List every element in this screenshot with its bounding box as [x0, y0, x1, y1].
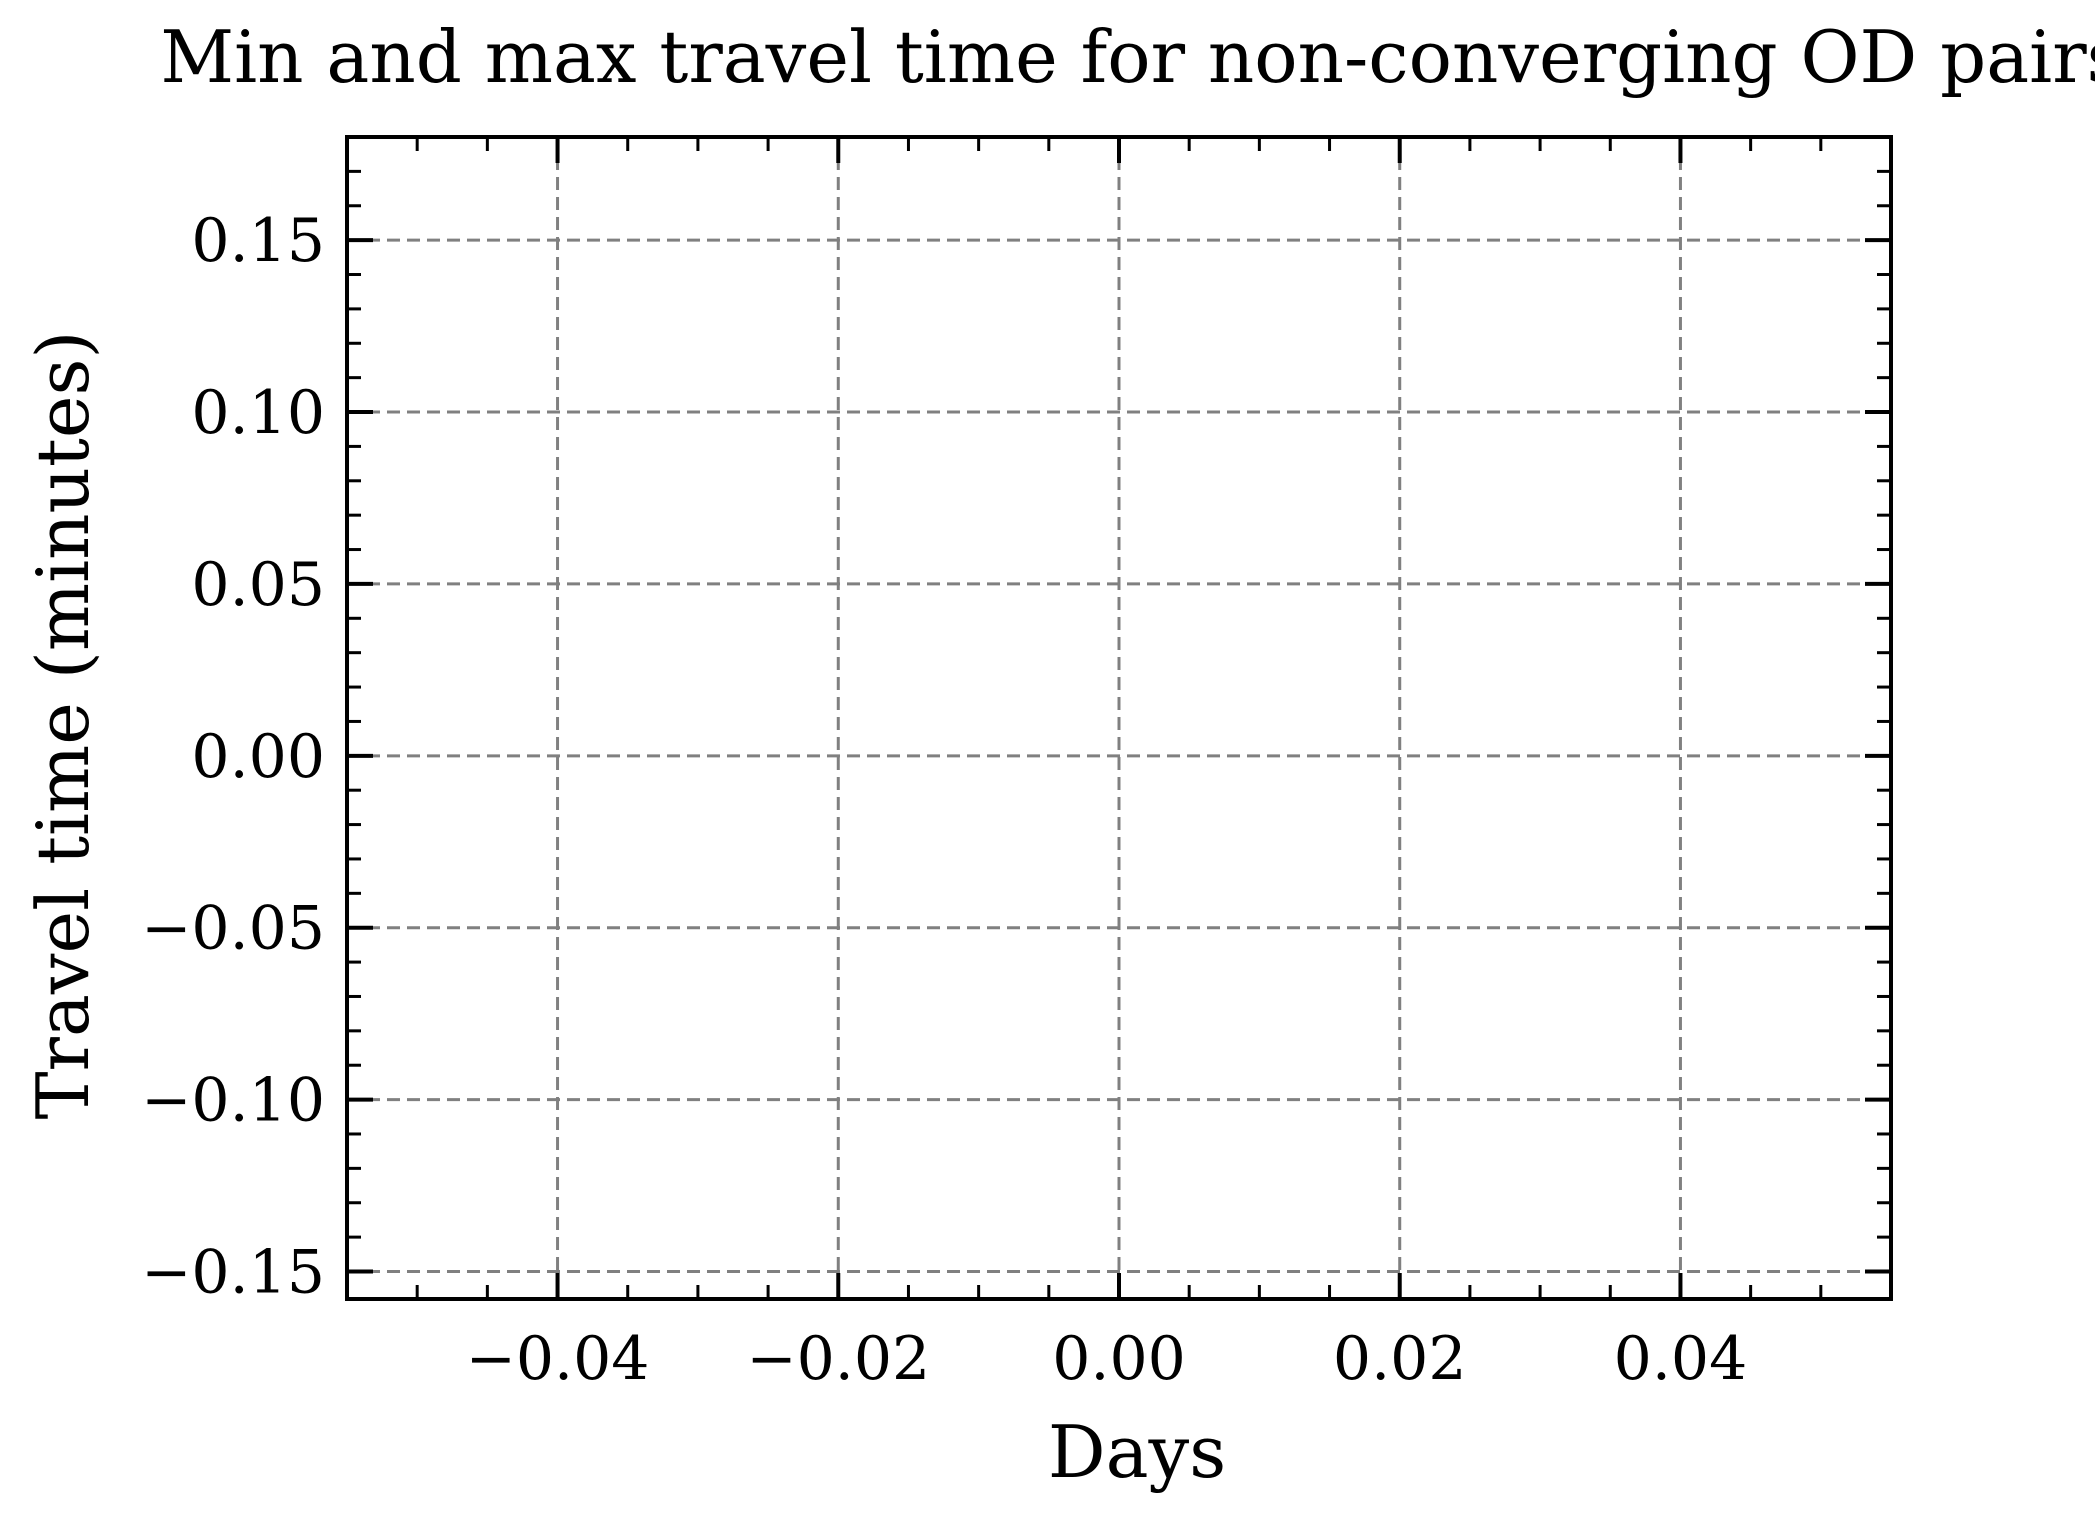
x-tick-label: −0.04 [466, 1324, 650, 1394]
x-tick-label: −0.02 [746, 1324, 930, 1394]
y-tick-label: 0.05 [191, 550, 325, 620]
grid [347, 137, 1891, 1299]
y-tick-label: 0.15 [191, 206, 325, 276]
x-axis-label: Days [1048, 1410, 1226, 1494]
plot-frame [345, 135, 1893, 1301]
y-tick-label: −0.15 [141, 1237, 325, 1307]
y-tick-label: 0.10 [191, 378, 325, 448]
x-tick-label: 0.04 [1614, 1324, 1748, 1394]
y-tick-label: −0.10 [141, 1066, 325, 1136]
tick-labels: −0.04 −0.02 0.00 0.02 0.04 −0.15 −0.10 −0.05 0.0… [141, 206, 1747, 1394]
y-tick-label: 0.00 [191, 722, 325, 792]
y-axis-label: Travel time (minutes) [21, 330, 105, 1119]
y-tick-label: −0.05 [141, 894, 325, 964]
x-tick-label: 0.02 [1333, 1324, 1467, 1394]
x-tick-label: 0.00 [1052, 1324, 1186, 1394]
chart-title: Min and max travel time for non-convergi… [160, 15, 2095, 99]
